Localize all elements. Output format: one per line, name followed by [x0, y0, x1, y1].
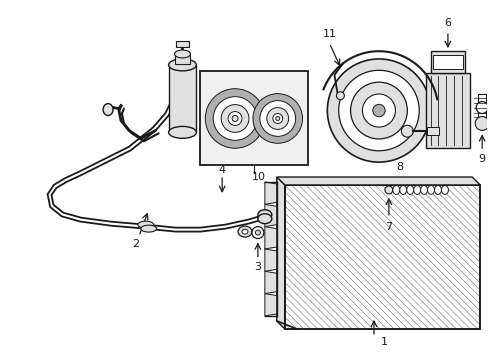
Bar: [429, 51, 464, 73]
Circle shape: [266, 108, 288, 129]
Bar: [174, 54, 190, 64]
Bar: [200, 71, 307, 165]
Circle shape: [255, 230, 260, 235]
Text: 10: 10: [251, 172, 265, 182]
Ellipse shape: [420, 185, 427, 194]
Polygon shape: [264, 294, 276, 316]
Circle shape: [338, 70, 418, 151]
Bar: [477, 94, 485, 121]
Circle shape: [336, 92, 344, 100]
Bar: [427, 127, 438, 135]
Ellipse shape: [427, 185, 434, 194]
Bar: [175, 41, 189, 47]
Ellipse shape: [434, 185, 441, 194]
Circle shape: [259, 100, 295, 136]
Ellipse shape: [406, 185, 413, 194]
Circle shape: [221, 105, 248, 132]
Ellipse shape: [174, 50, 190, 58]
Ellipse shape: [257, 210, 271, 220]
Ellipse shape: [257, 214, 271, 224]
Text: 8: 8: [395, 162, 402, 172]
Ellipse shape: [138, 221, 153, 228]
Circle shape: [362, 94, 395, 127]
Polygon shape: [264, 182, 276, 204]
Bar: [432, 55, 462, 69]
Text: 6: 6: [444, 18, 450, 28]
Circle shape: [401, 125, 412, 137]
Text: 3: 3: [254, 262, 261, 272]
Circle shape: [275, 117, 279, 121]
Circle shape: [213, 96, 256, 140]
Circle shape: [384, 186, 392, 194]
Circle shape: [251, 227, 264, 239]
Circle shape: [228, 112, 242, 125]
Circle shape: [272, 113, 282, 123]
Ellipse shape: [392, 185, 399, 194]
Bar: [425, 73, 469, 148]
Text: 7: 7: [385, 222, 392, 231]
Circle shape: [474, 117, 488, 130]
Ellipse shape: [413, 185, 420, 194]
Polygon shape: [276, 177, 479, 185]
Polygon shape: [264, 249, 276, 271]
Text: 5: 5: [228, 94, 235, 104]
Bar: [168, 65, 196, 132]
Text: 9: 9: [478, 154, 485, 164]
Circle shape: [205, 89, 264, 148]
Circle shape: [252, 94, 302, 143]
Polygon shape: [264, 271, 276, 294]
Circle shape: [326, 59, 429, 162]
Text: 1: 1: [380, 337, 386, 347]
Circle shape: [475, 102, 487, 113]
Text: 2: 2: [132, 239, 139, 249]
Ellipse shape: [399, 185, 406, 194]
Polygon shape: [276, 177, 284, 329]
Polygon shape: [264, 227, 276, 249]
Circle shape: [232, 116, 238, 121]
Ellipse shape: [242, 229, 247, 234]
Circle shape: [350, 82, 407, 139]
Text: 11: 11: [322, 29, 336, 39]
Ellipse shape: [141, 225, 156, 232]
Text: 4: 4: [218, 165, 225, 175]
Ellipse shape: [238, 226, 251, 237]
Ellipse shape: [168, 126, 196, 138]
Polygon shape: [264, 204, 276, 227]
Ellipse shape: [103, 104, 113, 116]
Circle shape: [372, 104, 385, 117]
Polygon shape: [284, 185, 479, 329]
Ellipse shape: [441, 185, 447, 194]
Ellipse shape: [168, 59, 196, 71]
